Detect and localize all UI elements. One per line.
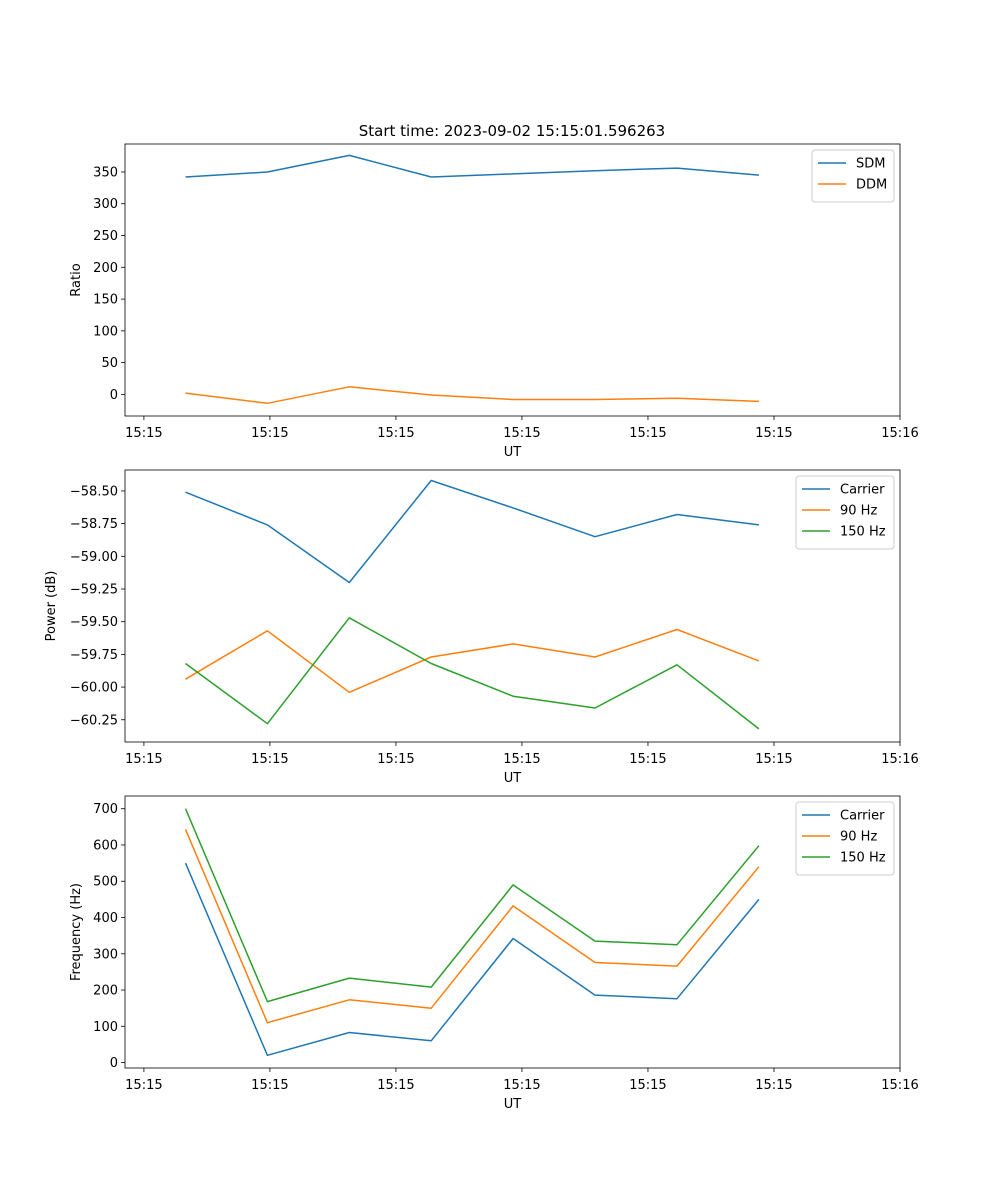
x-tick-label: 15:15 <box>503 426 540 441</box>
legend-label: 90 Hz <box>840 830 877 845</box>
y-tick-label: 700 <box>93 802 118 817</box>
series-line-90-hz <box>185 628 760 694</box>
legend-label: 150 Hz <box>840 525 886 540</box>
y-tick-label: 350 <box>93 165 118 180</box>
y-tick-label: 500 <box>93 875 118 890</box>
y-tick-label: −59.00 <box>70 550 118 565</box>
legend-label: 150 Hz <box>840 851 886 866</box>
x-tick-label: 15:15 <box>251 426 288 441</box>
y-tick-label: −58.50 <box>70 484 118 499</box>
x-tick-label: 15:15 <box>125 426 162 441</box>
x-tick-label: 15:15 <box>377 1078 414 1093</box>
x-tick-label: 15:15 <box>503 1078 540 1093</box>
x-tick-label: 15:16 <box>881 1078 918 1093</box>
legend-label: Carrier <box>840 809 885 824</box>
axes-frame <box>124 469 901 743</box>
series-line-90-hz <box>184 829 760 1024</box>
series-line-150-hz <box>185 617 760 730</box>
legend-label: DDM <box>856 178 887 193</box>
x-axis-label: UT <box>504 445 522 460</box>
x-tick-label: 15:15 <box>503 752 540 767</box>
legend-label: Carrier <box>840 483 885 498</box>
y-tick-label: 150 <box>93 293 118 308</box>
x-tick-label: 15:16 <box>881 752 918 767</box>
x-tick-label: 15:15 <box>755 426 792 441</box>
y-tick-label: 0 <box>110 1056 118 1071</box>
series-line-carrier <box>185 479 759 584</box>
y-tick-label: −60.00 <box>70 681 118 696</box>
x-axis-label: UT <box>504 1097 522 1112</box>
chart-title: Start time: 2023-09-02 15:15:01.596263 <box>359 122 665 140</box>
x-tick-label: 15:15 <box>125 1078 162 1093</box>
y-tick-label: 600 <box>93 838 118 853</box>
x-tick-label: 15:15 <box>629 426 666 441</box>
x-tick-label: 15:15 <box>629 752 666 767</box>
series-line-sdm <box>185 154 759 178</box>
legend-label: SDM <box>856 157 885 172</box>
x-tick-label: 15:15 <box>377 752 414 767</box>
x-tick-label: 15:15 <box>251 752 288 767</box>
y-tick-label: 200 <box>93 984 118 999</box>
y-tick-label: −59.75 <box>70 648 118 663</box>
x-tick-label: 15:15 <box>755 1078 792 1093</box>
axes-panel-3: 15:15 15:15 15:15 15:15 15:15 15:15 15:16 0 100 2… <box>69 795 919 1112</box>
x-tick-label: 15:15 <box>629 1078 666 1093</box>
y-tick-label: 300 <box>93 947 118 962</box>
x-tick-label: 15:15 <box>125 752 162 767</box>
x-tick-label: 15:15 <box>377 426 414 441</box>
x-tick-label: 15:15 <box>251 1078 288 1093</box>
axes-frame <box>124 795 901 1069</box>
y-tick-label: 100 <box>93 324 118 339</box>
y-tick-label: 250 <box>93 229 118 244</box>
y-tick-label: −58.75 <box>70 517 118 532</box>
y-tick-label: 0 <box>110 388 118 403</box>
legend: Carrier 90 Hz 150 Hz <box>795 801 895 876</box>
axes-panel-2: 15:15 15:15 15:15 15:15 15:15 15:15 15:16 −60.2… <box>44 469 919 786</box>
y-tick-label: −59.50 <box>70 615 118 630</box>
y-tick-label: 400 <box>93 911 118 926</box>
legend-label: 90 Hz <box>840 504 877 519</box>
y-tick-label: 100 <box>93 1020 118 1035</box>
series-line-150-hz <box>184 808 760 1003</box>
legend: SDM DDM <box>811 149 895 203</box>
y-tick-label: 300 <box>93 197 118 212</box>
x-tick-label: 15:16 <box>881 426 918 441</box>
y-tick-label: 50 <box>101 356 118 371</box>
axes-container: 15:15 15:15 15:15 15:15 15:15 15:15 15:16 0 50 10… <box>44 143 919 1112</box>
y-axis-label: Frequency (Hz) <box>69 883 84 981</box>
y-axis-label: Ratio <box>69 263 84 296</box>
legend: Carrier 90 Hz 150 Hz <box>795 475 895 550</box>
series-line-carrier <box>184 862 760 1057</box>
x-tick-label: 15:15 <box>755 752 792 767</box>
y-axis-label: Power (dB) <box>44 571 59 642</box>
x-axis-label: UT <box>504 771 522 786</box>
axes-frame <box>124 143 901 417</box>
axes-panel-1: 15:15 15:15 15:15 15:15 15:15 15:15 15:16 0 50 10… <box>69 143 919 460</box>
y-tick-label: 200 <box>93 261 118 276</box>
series-line-ddm <box>185 386 759 405</box>
y-tick-label: −60.25 <box>70 713 118 728</box>
y-tick-label: −59.25 <box>70 583 118 598</box>
